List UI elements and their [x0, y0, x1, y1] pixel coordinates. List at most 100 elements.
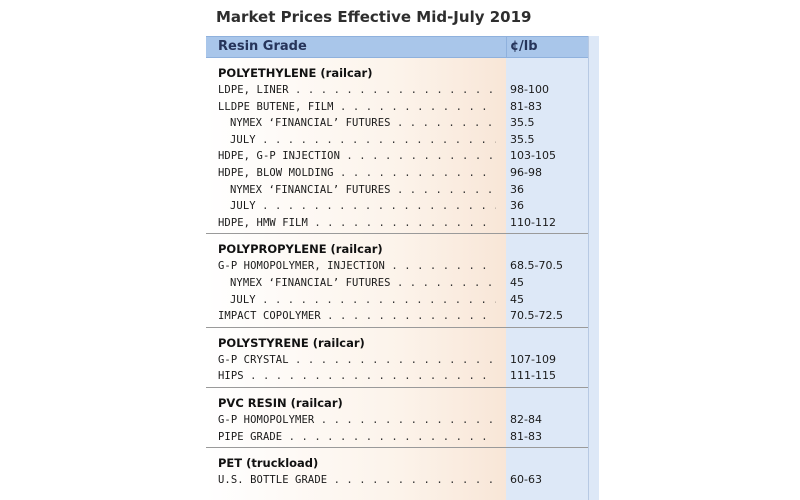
table-header: Resin Grade ¢/lb — [206, 36, 588, 58]
dot-leader: . . . . . . . . . . . . . . . . . . . . … — [396, 183, 496, 196]
price-value: 35.5 — [510, 132, 535, 146]
resin-grade-label: G-P HOMOPOLYMER . . . . . . . . . . . . … — [206, 412, 496, 429]
price-value: 35.5 — [510, 116, 535, 130]
price-column-background — [506, 58, 588, 500]
dot-leader: . . . . . . . . . . . . . . . . . . . . … — [262, 133, 496, 146]
resin-grade-label: U.S. BOTTLE GRADE . . . . . . . . . . . … — [206, 472, 496, 489]
dot-leader: . . . . . . . . . . . . . . . . . . . . … — [262, 200, 496, 213]
resin-grade-text: LDPE, LINER — [218, 84, 289, 96]
page-title: Market Prices Effective Mid-July 2019 — [216, 8, 532, 26]
resin-grade-text: NYMEX ‘FINANCIAL’ FUTURES — [230, 276, 391, 289]
resin-grade-text: G-P HOMOPOLYMER, INJECTION — [218, 260, 385, 273]
table-row: G-P HOMOPOLYMER . . . . . . . . . . . . … — [206, 412, 588, 429]
price-value: 81-83 — [510, 429, 542, 443]
resin-grade-text: NYMEX ‘FINANCIAL’ FUTURES — [230, 117, 391, 130]
price-value: 81-83 — [510, 99, 542, 113]
section-heading: POLYPROPYLENE (railcar) — [218, 242, 383, 257]
resin-grade-text: PIPE GRADE — [218, 430, 283, 443]
resin-grade-text: HDPE, HMW FILM — [218, 216, 308, 229]
dot-leader: . . . . . . . . . . . . . . . . . . . . … — [396, 276, 496, 289]
dot-leader: . . . . . . . . . . . . . . . . . . . . … — [346, 150, 496, 163]
resin-grade-text: IMPACT COPOLYMER — [218, 310, 321, 323]
dot-leader: . . . . . . . . . . . . . . . . . . . . … — [320, 413, 496, 426]
header-divider — [506, 37, 507, 57]
table-row: NYMEX ‘FINANCIAL’ FUTURES . . . . . . . … — [206, 182, 588, 199]
dot-leader: . . . . . . . . . . . . . . . . . . . . … — [340, 166, 496, 179]
resin-grade-text: JULY — [230, 133, 256, 146]
price-table-card: Market Prices Effective Mid-July 2019 Re… — [206, 0, 599, 500]
resin-grade-text: JULY — [230, 200, 256, 213]
resin-grade-label: NYMEX ‘FINANCIAL’ FUTURES . . . . . . . … — [206, 275, 496, 292]
resin-grade-header: Resin Grade — [218, 39, 307, 54]
dot-leader: . . . . . . . . . . . . . . . . . . . . … — [314, 216, 496, 229]
dot-leader: . . . . . . . . . . . . . . . . . . . . … — [340, 100, 496, 113]
resin-grade-label: NYMEX ‘FINANCIAL’ FUTURES . . . . . . . … — [206, 182, 496, 199]
price-value: 103-105 — [510, 149, 556, 163]
price-value: 96-98 — [510, 165, 542, 179]
dot-leader: . . . . . . . . . . . . . . . . . . . . … — [295, 353, 496, 366]
resin-grade-text: HDPE, G-P INJECTION — [218, 150, 341, 163]
table-row: IMPACT COPOLYMER . . . . . . . . . . . .… — [206, 308, 588, 325]
table-row: G-P CRYSTAL . . . . . . . . . . . . . . … — [206, 352, 588, 369]
section-heading: PVC RESIN (railcar) — [218, 395, 343, 410]
resin-grade-label: G-P HOMOPOLYMER, INJECTION . . . . . . .… — [206, 258, 496, 275]
resin-grade-label: JULY . . . . . . . . . . . . . . . . . .… — [206, 132, 496, 149]
price-value: 111-115 — [510, 369, 556, 383]
resin-grade-text: HIPS — [218, 370, 244, 383]
price-value: 82-84 — [510, 412, 542, 426]
dot-leader: . . . . . . . . . . . . . . . . . . . . … — [262, 293, 496, 306]
price-value: 110-112 — [510, 215, 556, 229]
resin-grade-label: NYMEX ‘FINANCIAL’ FUTURES . . . . . . . … — [206, 115, 496, 132]
dot-leader: . . . . . . . . . . . . . . . . . . . . … — [327, 310, 496, 323]
table-row: LLDPE BUTENE, FILM . . . . . . . . . . .… — [206, 99, 588, 116]
resin-grade-label: HDPE, HMW FILM . . . . . . . . . . . . .… — [206, 215, 496, 232]
grade-column-background — [206, 58, 506, 500]
table-row: HDPE, G-P INJECTION . . . . . . . . . . … — [206, 148, 588, 165]
table-row: U.S. BOTTLE GRADE . . . . . . . . . . . … — [206, 472, 588, 489]
table-section: POLYETHYLENE (railcar) LDPE, LINER . . . … — [206, 58, 588, 235]
dot-leader: . . . . . . . . . . . . . . . . . . . . … — [391, 260, 496, 273]
price-value: 98-100 — [510, 83, 549, 96]
dot-leader: . . . . . . . . . . . . . . . . . . . . … — [288, 430, 496, 443]
table-section: PVC RESIN (railcar) G-P HOMOPOLYMER . . .… — [206, 388, 588, 449]
table-section: POLYSTYRENE (railcar) G-P CRYSTAL . . . .… — [206, 328, 588, 388]
table-row: NYMEX ‘FINANCIAL’ FUTURES . . . . . . . … — [206, 275, 588, 292]
resin-grade-label: HDPE, BLOW MOLDING . . . . . . . . . . .… — [206, 165, 496, 182]
table-row: HDPE, BLOW MOLDING . . . . . . . . . . .… — [206, 165, 588, 182]
resin-grade-text: HDPE, BLOW MOLDING — [218, 166, 334, 179]
resin-grade-text: G-P CRYSTAL — [218, 353, 289, 366]
table-row: HDPE, HMW FILM . . . . . . . . . . . . .… — [206, 215, 588, 232]
resin-grade-label: JULY . . . . . . . . . . . . . . . . . .… — [206, 292, 496, 309]
price-value: 107-109 — [510, 352, 556, 366]
table-row: JULY . . . . . . . . . . . . . . . . . .… — [206, 292, 588, 309]
dot-leader: . . . . . . . . . . . . . . . . . . . . … — [333, 474, 496, 487]
dot-leader: . . . . . . . . . . . . . . . . . . . . … — [295, 84, 496, 96]
table-row: NYMEX ‘FINANCIAL’ FUTURES . . . . . . . … — [206, 115, 588, 132]
resin-grade-label: LLDPE BUTENE, FILM . . . . . . . . . . .… — [206, 99, 496, 116]
table-row: JULY . . . . . . . . . . . . . . . . . .… — [206, 132, 588, 149]
resin-grade-label: IMPACT COPOLYMER . . . . . . . . . . . .… — [206, 308, 496, 325]
table-row: HIPS . . . . . . . . . . . . . . . . . .… — [206, 368, 588, 385]
resin-grade-text: U.S. BOTTLE GRADE — [218, 474, 328, 487]
table-section: PET (truckload) U.S. BOTTLE GRADE . . . .… — [206, 448, 588, 491]
table-row: PIPE GRADE . . . . . . . . . . . . . . .… — [206, 429, 588, 446]
resin-grade-text: NYMEX ‘FINANCIAL’ FUTURES — [230, 183, 391, 196]
table-section: POLYPROPYLENE (railcar) G-P HOMOPOLYMER, … — [206, 234, 588, 328]
resin-grade-label: JULY . . . . . . . . . . . . . . . . . .… — [206, 198, 496, 215]
price-value: 45 — [510, 292, 524, 306]
resin-grade-text: JULY — [230, 293, 256, 306]
price-value: 45 — [510, 275, 524, 289]
section-heading: PET (truckload) — [218, 456, 319, 471]
price-value: 36 — [510, 199, 524, 213]
dot-leader: . . . . . . . . . . . . . . . . . . . . … — [396, 117, 496, 130]
resin-grade-label: G-P CRYSTAL . . . . . . . . . . . . . . … — [206, 352, 496, 369]
price-unit-header: ¢/lb — [510, 39, 538, 54]
resin-grade-text: G-P HOMOPOLYMER — [218, 413, 315, 426]
resin-grade-label: LDPE, LINER . . . . . . . . . . . . . . … — [206, 82, 496, 99]
price-value: 36 — [510, 182, 524, 196]
table-body: POLYETHYLENE (railcar) LDPE, LINER . . . … — [206, 58, 588, 491]
table-row: LDPE, LINER . . . . . . . . . . . . . . … — [206, 82, 588, 99]
price-column-edge — [588, 36, 599, 500]
price-value: 70.5-72.5 — [510, 309, 563, 323]
resin-grade-label: PIPE GRADE . . . . . . . . . . . . . . .… — [206, 429, 496, 446]
